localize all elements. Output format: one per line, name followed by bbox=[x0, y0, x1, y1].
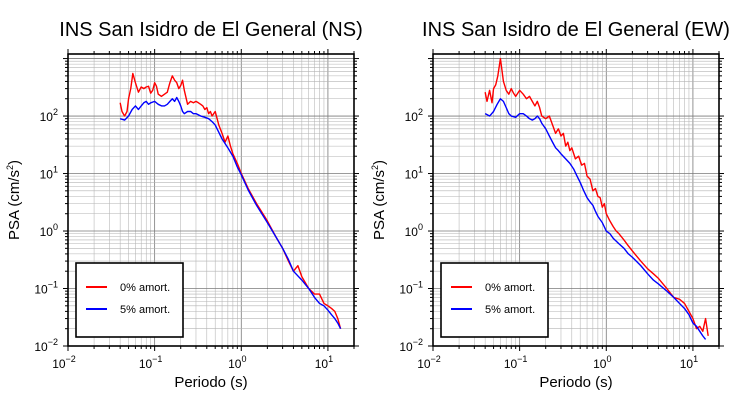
tick-exponent: −1 bbox=[517, 354, 527, 364]
tick-marks bbox=[428, 49, 724, 351]
legend: 0% amort. 5% amort. bbox=[440, 262, 549, 338]
series-line-blue bbox=[484, 98, 707, 340]
tick-exponent: 2 bbox=[418, 107, 423, 117]
x-tick-label: 10−2 bbox=[52, 354, 76, 371]
tick-base: 10 bbox=[52, 357, 66, 371]
x-axis-label: Periodo (s) bbox=[539, 374, 612, 391]
y-tick-label: 102 bbox=[40, 107, 58, 124]
tick-base: 10 bbox=[40, 168, 54, 182]
x-tick-label: 10−2 bbox=[417, 354, 441, 371]
tick-exponent: 0 bbox=[418, 222, 423, 232]
y-tick-label: 100 bbox=[405, 222, 423, 239]
tick-base: 10 bbox=[593, 357, 607, 371]
tick-exponent: −1 bbox=[48, 280, 58, 290]
y-tick-label: 101 bbox=[40, 165, 58, 182]
tick-base: 10 bbox=[405, 225, 419, 239]
y-tick-label: 10−1 bbox=[399, 280, 423, 297]
y-tick-label: 10−2 bbox=[34, 337, 58, 354]
y-label-end: ) bbox=[371, 160, 388, 165]
tick-base: 10 bbox=[417, 357, 431, 371]
y-tick-label: 102 bbox=[405, 107, 423, 124]
tick-exponent: 1 bbox=[418, 165, 423, 175]
tick-base: 10 bbox=[40, 225, 54, 239]
plot-frame bbox=[432, 53, 720, 347]
grid bbox=[67, 54, 355, 347]
y-tick-label: 10−2 bbox=[399, 337, 423, 354]
tick-exponent: −2 bbox=[431, 354, 441, 364]
tick-base: 10 bbox=[680, 357, 694, 371]
tick-exponent: 1 bbox=[328, 354, 333, 364]
tick-exponent: −1 bbox=[413, 280, 423, 290]
y-axis-label: PSA (cm/s2) bbox=[5, 160, 23, 240]
y-axis-label: PSA (cm/s2) bbox=[370, 160, 388, 240]
plot-frame bbox=[67, 53, 355, 347]
x-tick-label: 100 bbox=[593, 354, 611, 371]
y-label-main: PSA (cm/s bbox=[6, 170, 23, 240]
legend-label: 0% amort. bbox=[485, 282, 535, 294]
y-label-superscript: 2 bbox=[370, 165, 380, 170]
legend-label: 0% amort. bbox=[120, 282, 170, 294]
tick-base: 10 bbox=[40, 110, 54, 124]
series-line-blue bbox=[119, 96, 342, 330]
y-tick-label: 10−1 bbox=[34, 280, 58, 297]
x-tick-label: 10−1 bbox=[504, 354, 528, 371]
y-tick-label: 100 bbox=[40, 222, 58, 239]
tick-exponent: 1 bbox=[53, 165, 58, 175]
tick-base: 10 bbox=[399, 283, 413, 297]
chart-title: INS San Isidro de El General (EW) bbox=[422, 19, 730, 41]
grid bbox=[432, 54, 720, 347]
legend-box bbox=[440, 262, 549, 338]
tick-base: 10 bbox=[504, 357, 518, 371]
tick-exponent: 0 bbox=[53, 222, 58, 232]
series-line-red bbox=[484, 57, 709, 336]
tick-base: 10 bbox=[405, 168, 419, 182]
tick-base: 10 bbox=[34, 340, 48, 354]
x-tick-label: 100 bbox=[228, 354, 246, 371]
chart-title: INS San Isidro de El General (NS) bbox=[59, 19, 362, 41]
legend: 0% amort. 5% amort. bbox=[75, 262, 184, 338]
tick-base: 10 bbox=[228, 357, 242, 371]
x-tick-label: 101 bbox=[680, 354, 698, 371]
legend-label: 5% amort. bbox=[120, 304, 170, 316]
tick-exponent: 0 bbox=[606, 354, 611, 364]
legend-box bbox=[75, 262, 184, 338]
tick-exponent: −1 bbox=[152, 354, 162, 364]
legend-label: 5% amort. bbox=[485, 304, 535, 316]
tick-base: 10 bbox=[34, 283, 48, 297]
tick-exponent: −2 bbox=[413, 337, 423, 347]
y-label-superscript: 2 bbox=[5, 165, 15, 170]
tick-exponent: 1 bbox=[693, 354, 698, 364]
tick-base: 10 bbox=[405, 110, 419, 124]
x-axis-label: Periodo (s) bbox=[174, 374, 247, 391]
y-tick-label: 101 bbox=[405, 165, 423, 182]
tick-base: 10 bbox=[315, 357, 329, 371]
tick-exponent: 0 bbox=[241, 354, 246, 364]
tick-exponent: −2 bbox=[66, 354, 76, 364]
tick-marks bbox=[63, 49, 359, 351]
x-tick-label: 101 bbox=[315, 354, 333, 371]
tick-exponent: 2 bbox=[53, 107, 58, 117]
y-label-main: PSA (cm/s bbox=[371, 170, 388, 240]
tick-exponent: −2 bbox=[48, 337, 58, 347]
tick-base: 10 bbox=[399, 340, 413, 354]
x-tick-label: 10−1 bbox=[139, 354, 163, 371]
tick-base: 10 bbox=[139, 357, 153, 371]
y-label-end: ) bbox=[6, 160, 23, 165]
